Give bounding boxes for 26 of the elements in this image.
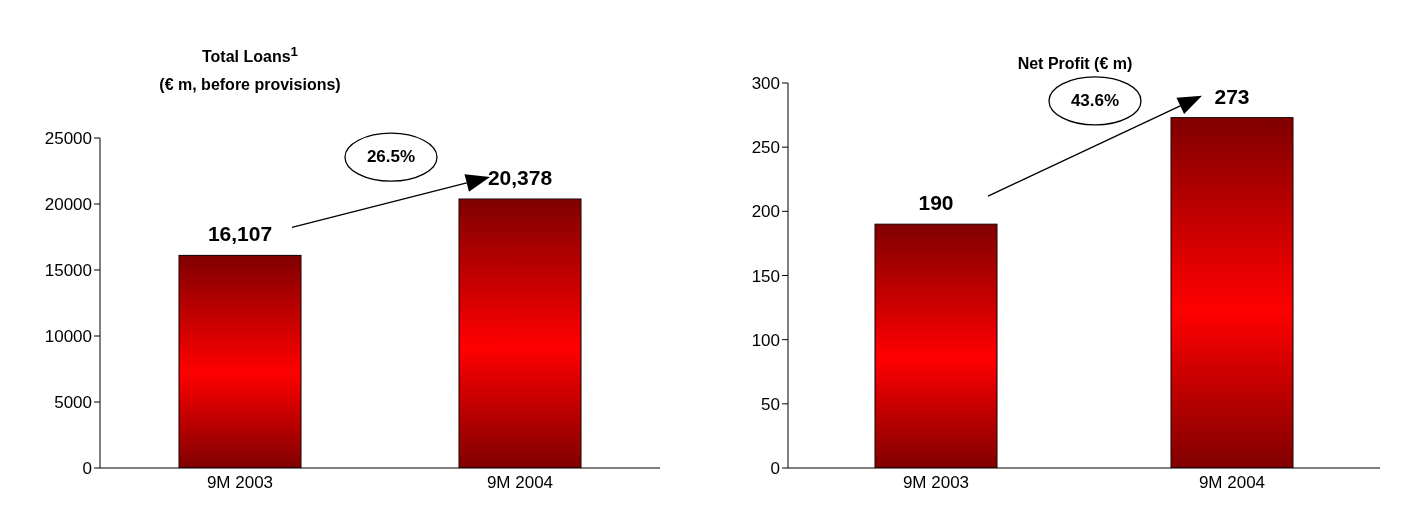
y-tick-label: 10000: [44, 327, 92, 347]
data-label: 190: [918, 191, 954, 215]
annotation: 26.5%: [365, 146, 417, 169]
data-label: 20,378: [487, 166, 553, 190]
y-tick-label: 0: [82, 459, 92, 479]
annotation: 43.6%: [1069, 89, 1121, 112]
y-tick-label: 15000: [44, 261, 92, 281]
y-tick-label: 0: [770, 459, 780, 479]
y-tick-label: 100: [751, 330, 780, 350]
x-tick-label: 9M 2003: [206, 473, 274, 493]
chart-subtitle: (€ m, before provisions): [158, 75, 342, 96]
y-tick-label: 50: [761, 394, 780, 414]
y-tick-label: 5000: [54, 393, 92, 413]
y-tick-label: 250: [751, 138, 780, 158]
y-tick-label: 150: [751, 266, 780, 286]
chart-title: Total Loans$^{1}$: [201, 43, 299, 68]
y-tick-label: 200: [751, 202, 780, 222]
x-tick-label: 9M 2004: [1198, 473, 1266, 493]
x-tick-label: 9M 2004: [486, 473, 554, 493]
y-tick-label: 20000: [44, 195, 92, 215]
chart-title: Net Profit (€ m): [1016, 54, 1134, 74]
y-tick-label: 25000: [44, 129, 92, 149]
data-label: 273: [1214, 84, 1250, 108]
x-tick-label: 9M 2003: [902, 473, 970, 493]
y-tick-label: 300: [751, 74, 780, 94]
data-label: 16,107: [207, 222, 273, 246]
